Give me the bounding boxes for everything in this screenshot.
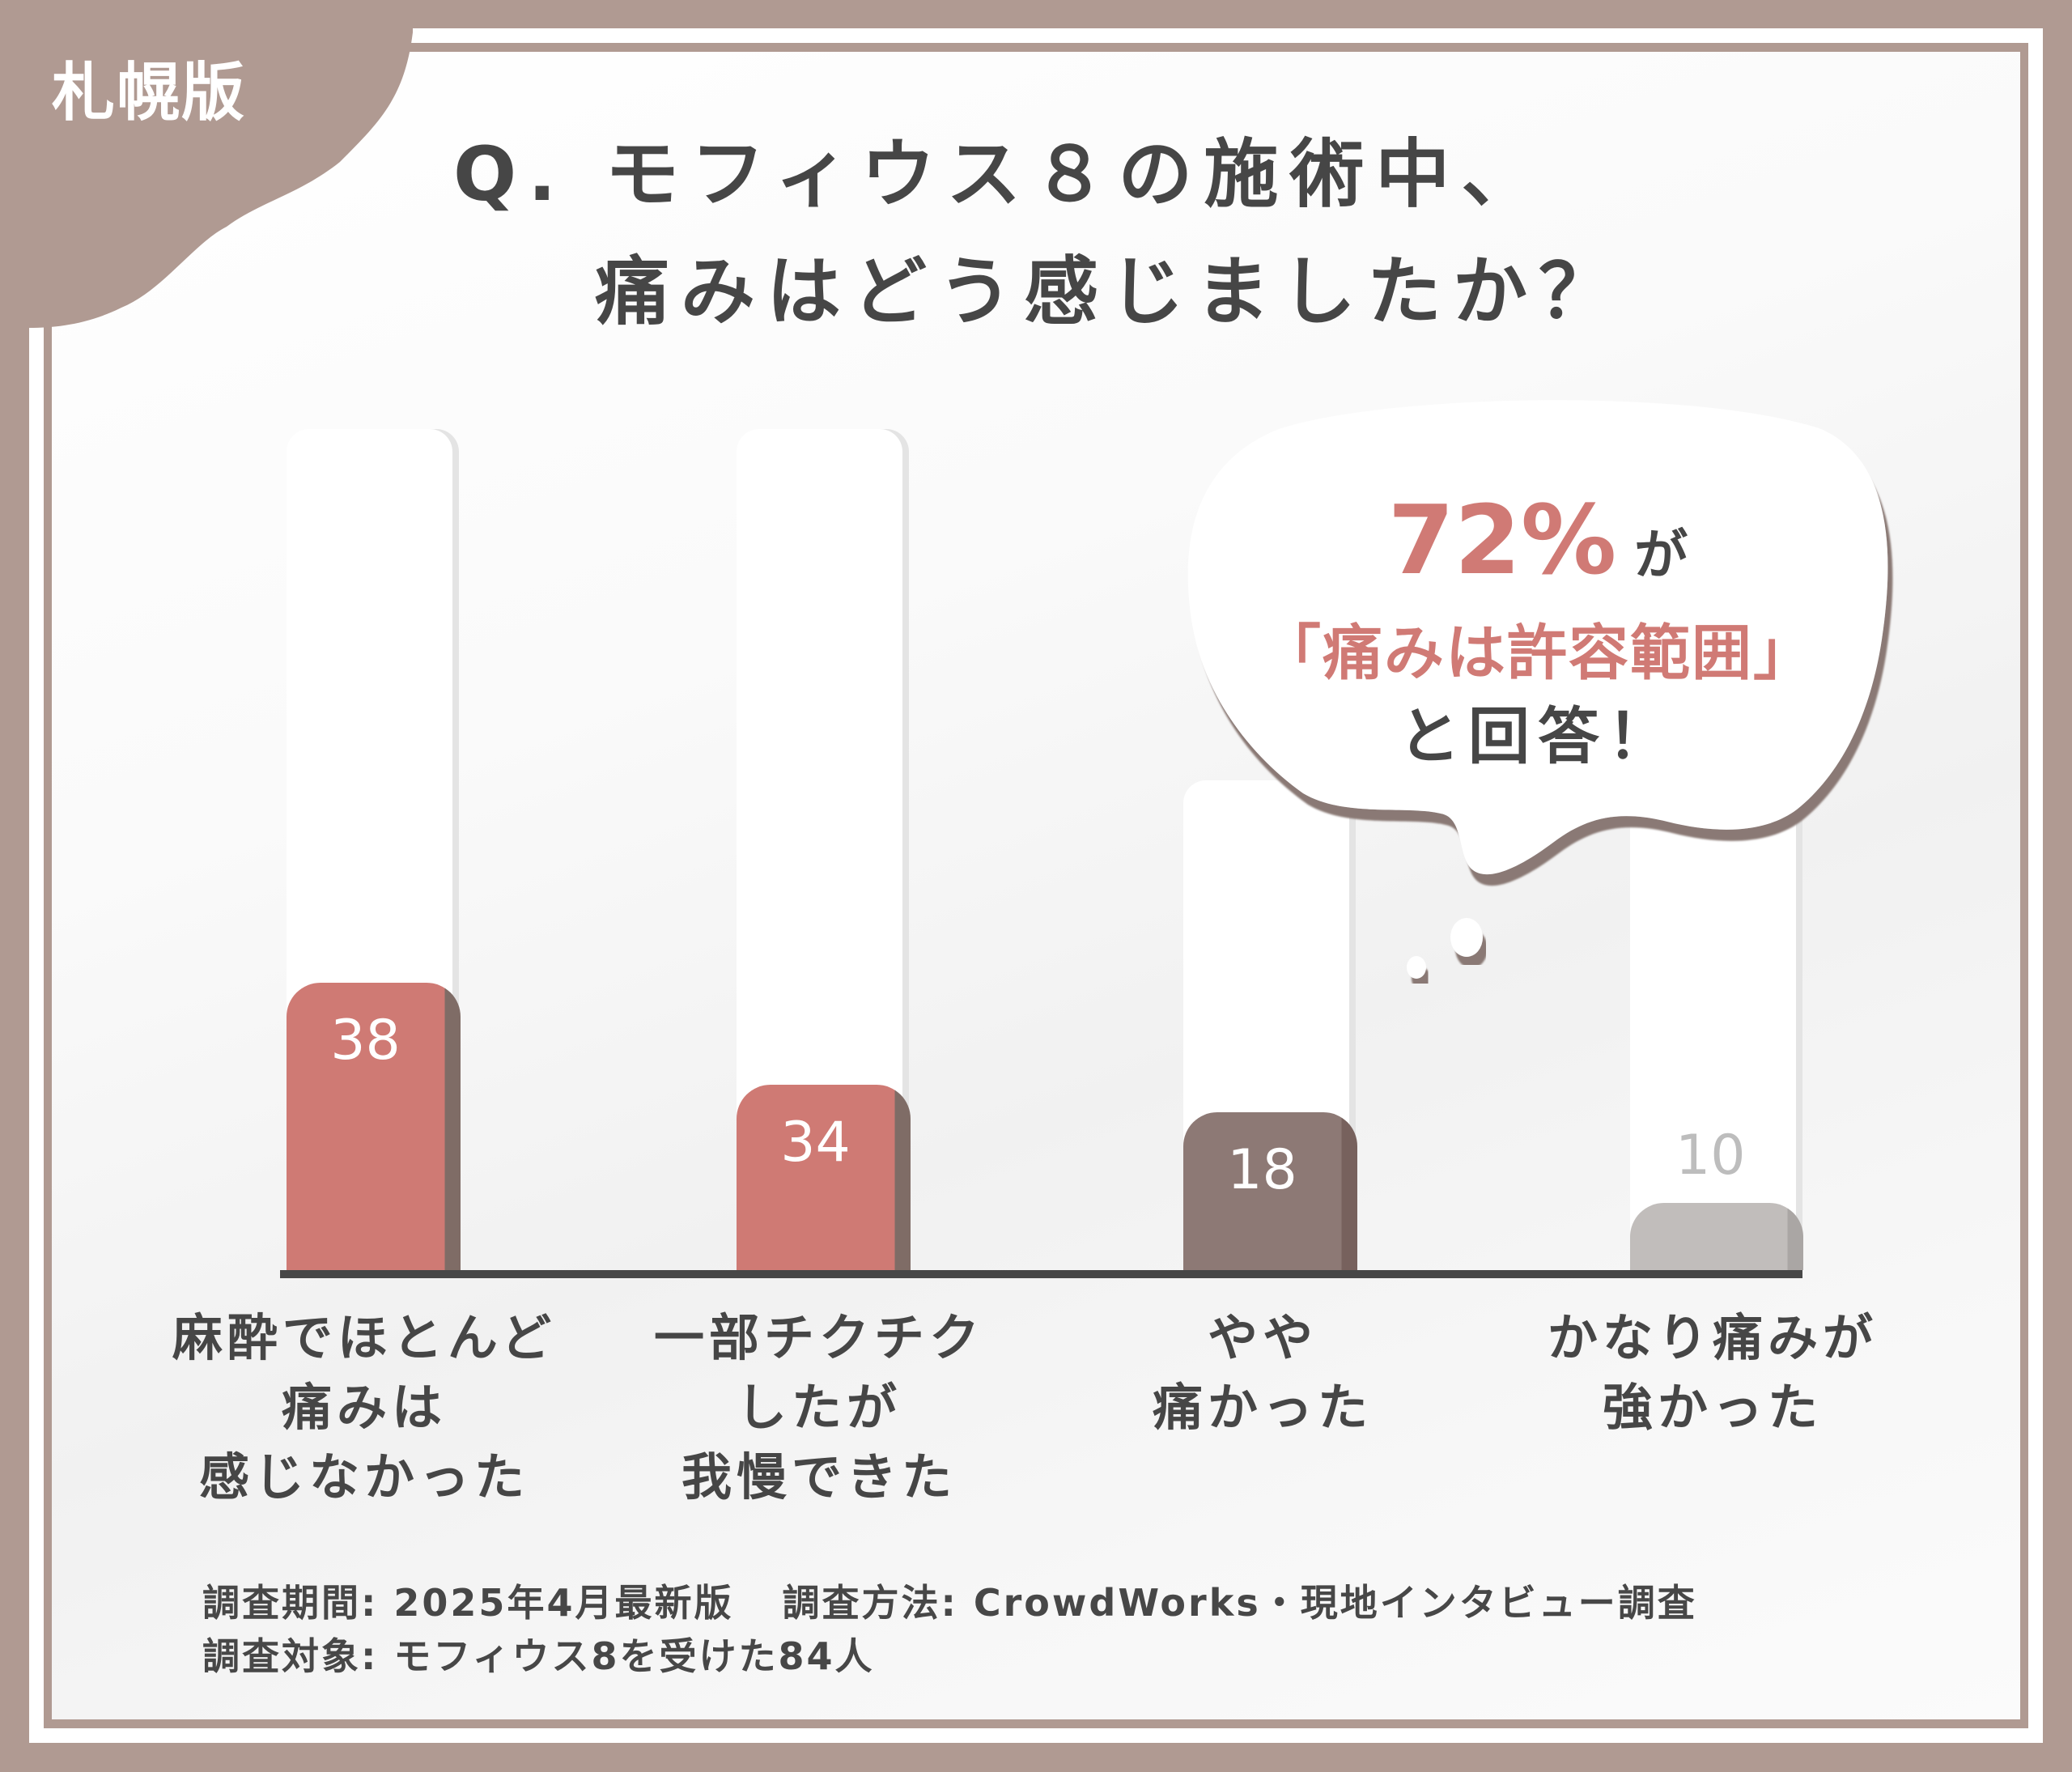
bar-4 bbox=[1630, 1203, 1803, 1270]
question-title-line-2: 痛みはどう感じましたか？ bbox=[595, 249, 1625, 335]
survey-target: 調査対象: モフィウス8を受けた84人 bbox=[202, 1634, 875, 1678]
x-axis-baseline bbox=[280, 1270, 1802, 1278]
callout-answer: と回答！ bbox=[1399, 700, 1677, 772]
callout-percent-line: 72% が bbox=[1182, 492, 1894, 588]
bar-3: 18 bbox=[1183, 1112, 1357, 1270]
survey-period: 調査期間: 2025年4月最新版 bbox=[202, 1581, 734, 1625]
speech-bubble bbox=[1187, 400, 1888, 979]
category-label-1: 麻酔でほとんど 痛みは 感じなかった bbox=[172, 1308, 557, 1506]
question-title-line-1: Q. モフィウス８の施術中、 bbox=[453, 131, 1548, 218]
survey-info-line-1: 調査期間: 2025年4月最新版 調査方法: CrowdWorks・現地インタビュ… bbox=[202, 1584, 1697, 1621]
bar-2-value: 34 bbox=[780, 1111, 851, 1175]
bar-1-value: 38 bbox=[330, 1009, 401, 1073]
ghost-column-4 bbox=[1630, 780, 1796, 1271]
category-label-2: 一部チクチク したが 我慢できた bbox=[653, 1308, 984, 1506]
survey-method: 調査方法: CrowdWorks・現地インタビュー調査 bbox=[782, 1581, 1697, 1625]
bar-4-value: 10 bbox=[1675, 1124, 1746, 1188]
callout-percent: 72% bbox=[1387, 484, 1617, 596]
category-label-3: やや 痛かった bbox=[1152, 1308, 1373, 1437]
bar-3-value: 18 bbox=[1227, 1138, 1297, 1202]
bar-2: 34 bbox=[737, 1085, 911, 1270]
category-label-4: かなり痛みが 強かった bbox=[1547, 1308, 1878, 1437]
city-badge: 札幌版 bbox=[52, 57, 247, 130]
bar-1: 38 bbox=[287, 983, 461, 1270]
callout-particle: が bbox=[1634, 524, 1688, 586]
callout-quote: 「痛みは許容範囲」 bbox=[1261, 618, 1815, 688]
corner-badge-shape bbox=[0, 0, 413, 328]
